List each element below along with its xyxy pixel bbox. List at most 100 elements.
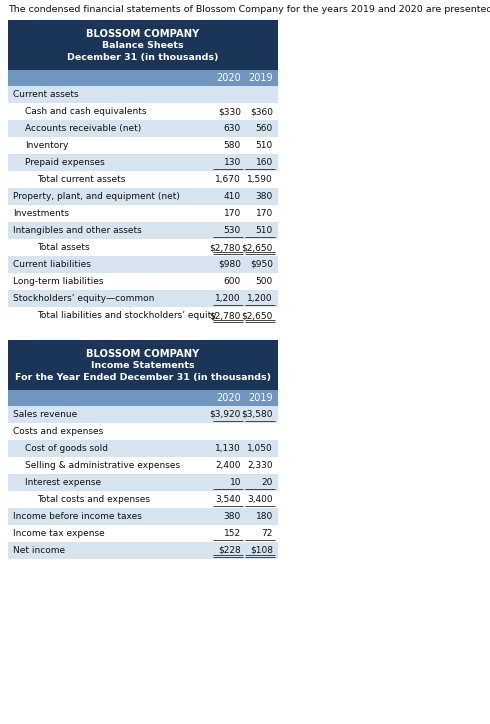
Bar [8, 120, 278, 137]
Text: Total liabilities and stockholders’ equity: Total liabilities and stockholders’ equi… [37, 311, 217, 320]
Text: 2019: 2019 [248, 393, 273, 403]
Text: 510: 510 [256, 226, 273, 235]
Text: 160: 160 [256, 158, 273, 167]
Text: For the Year Ended December 31 (in thousands): For the Year Ended December 31 (in thous… [15, 373, 271, 382]
Bar [8, 205, 278, 222]
Text: The condensed financial statements of Blossom Company for the years 2019 and 202: The condensed financial statements of Bl… [8, 5, 490, 14]
Text: $360: $360 [250, 107, 273, 116]
Text: 2,330: 2,330 [247, 461, 273, 470]
Text: 1,590: 1,590 [247, 175, 273, 184]
Text: 2020: 2020 [216, 73, 241, 83]
Text: 2,400: 2,400 [216, 461, 241, 470]
Text: 1,130: 1,130 [215, 444, 241, 453]
Text: Stockholders’ equity—common: Stockholders’ equity—common [13, 294, 154, 303]
Bar [8, 491, 278, 508]
Text: Total current assets: Total current assets [37, 175, 125, 184]
Bar [8, 273, 278, 290]
Text: $330: $330 [218, 107, 241, 116]
Bar [8, 86, 278, 103]
Bar [8, 508, 278, 525]
Text: 170: 170 [224, 209, 241, 218]
Text: Total assets: Total assets [37, 243, 90, 252]
Text: 380: 380 [256, 192, 273, 201]
Text: Selling & administrative expenses: Selling & administrative expenses [25, 461, 180, 470]
Bar [8, 20, 278, 70]
Bar [8, 256, 278, 273]
Bar [8, 222, 278, 239]
Bar [8, 423, 278, 440]
Text: Prepaid expenses: Prepaid expenses [25, 158, 105, 167]
Text: 1,200: 1,200 [216, 294, 241, 303]
Text: 2019: 2019 [248, 73, 273, 83]
Text: Cost of goods sold: Cost of goods sold [25, 444, 108, 453]
Text: 410: 410 [224, 192, 241, 201]
Text: Investments: Investments [13, 209, 69, 218]
Text: 20: 20 [262, 478, 273, 487]
Text: Total costs and expenses: Total costs and expenses [37, 495, 150, 504]
Bar [8, 239, 278, 256]
Text: 3,540: 3,540 [216, 495, 241, 504]
Bar [8, 406, 278, 423]
Text: 530: 530 [224, 226, 241, 235]
Text: $950: $950 [250, 260, 273, 269]
Bar [8, 440, 278, 457]
Bar [8, 103, 278, 120]
Text: December 31 (in thousands): December 31 (in thousands) [67, 53, 219, 62]
Text: Current assets: Current assets [13, 90, 78, 99]
Text: 1,050: 1,050 [247, 444, 273, 453]
Text: 630: 630 [224, 124, 241, 133]
Text: Income before income taxes: Income before income taxes [13, 512, 142, 521]
Text: Cash and cash equivalents: Cash and cash equivalents [25, 107, 147, 116]
Text: 152: 152 [224, 529, 241, 538]
Text: Balance Sheets: Balance Sheets [102, 41, 184, 50]
Bar [8, 171, 278, 188]
Text: 10: 10 [229, 478, 241, 487]
Bar [8, 390, 278, 406]
Text: 510: 510 [256, 141, 273, 150]
Bar [8, 474, 278, 491]
Bar [8, 137, 278, 154]
Text: Net income: Net income [13, 546, 65, 555]
Text: Interest expense: Interest expense [25, 478, 101, 487]
Text: Long-term liabilities: Long-term liabilities [13, 277, 103, 286]
Text: $108: $108 [250, 546, 273, 555]
Text: $2,650: $2,650 [242, 311, 273, 320]
Text: 72: 72 [262, 529, 273, 538]
Text: Intangibles and other assets: Intangibles and other assets [13, 226, 142, 235]
Text: 170: 170 [256, 209, 273, 218]
Text: 500: 500 [256, 277, 273, 286]
Text: $228: $228 [218, 546, 241, 555]
Bar [8, 70, 278, 86]
Text: $2,780: $2,780 [210, 311, 241, 320]
Text: Income tax expense: Income tax expense [13, 529, 105, 538]
Text: $3,580: $3,580 [242, 410, 273, 419]
Bar [8, 542, 278, 559]
Text: 1,670: 1,670 [215, 175, 241, 184]
Text: $2,780: $2,780 [210, 243, 241, 252]
Bar [8, 457, 278, 474]
Text: Current liabilities: Current liabilities [13, 260, 91, 269]
Text: 580: 580 [224, 141, 241, 150]
Bar [8, 340, 278, 390]
Text: 560: 560 [256, 124, 273, 133]
Bar [8, 154, 278, 171]
Text: 2020: 2020 [216, 393, 241, 403]
Text: 1,200: 1,200 [247, 294, 273, 303]
Text: $3,920: $3,920 [210, 410, 241, 419]
Bar [8, 188, 278, 205]
Bar [8, 307, 278, 324]
Text: BLOSSOM COMPANY: BLOSSOM COMPANY [86, 349, 199, 359]
Text: Income Statements: Income Statements [91, 361, 195, 370]
Text: Property, plant, and equipment (net): Property, plant, and equipment (net) [13, 192, 180, 201]
Text: Inventory: Inventory [25, 141, 69, 150]
Bar [8, 290, 278, 307]
Text: BLOSSOM COMPANY: BLOSSOM COMPANY [86, 29, 199, 39]
Text: Accounts receivable (net): Accounts receivable (net) [25, 124, 141, 133]
Text: $980: $980 [218, 260, 241, 269]
Text: 3,400: 3,400 [247, 495, 273, 504]
Text: $2,650: $2,650 [242, 243, 273, 252]
Text: Sales revenue: Sales revenue [13, 410, 77, 419]
Text: 380: 380 [224, 512, 241, 521]
Bar [8, 525, 278, 542]
Text: 600: 600 [224, 277, 241, 286]
